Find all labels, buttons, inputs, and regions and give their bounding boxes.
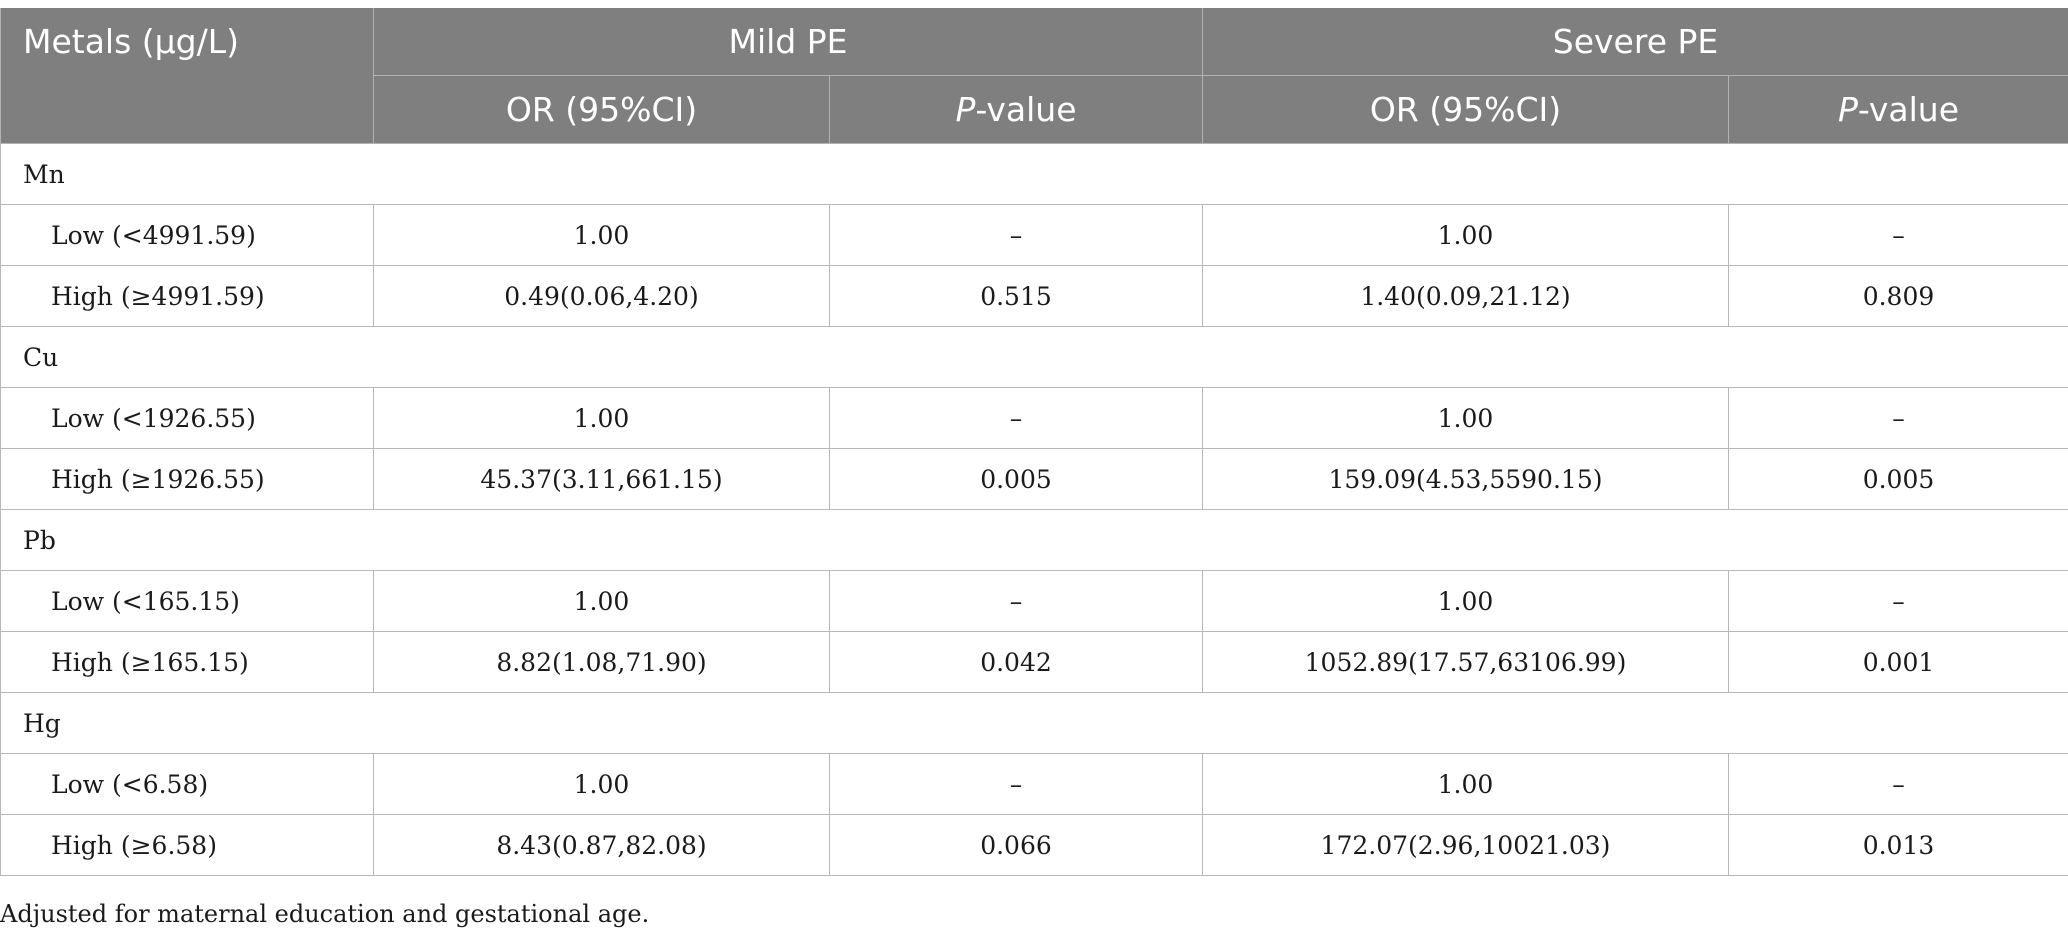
mild-or-cell: 1.00 [373,753,830,815]
severe-or-cell: 1.00 [1202,204,1729,266]
group-row-hg: Hg [0,692,2068,754]
mild-p-cell: 0.066 [829,814,1203,876]
mild-or-cell: 0.49(0.06,4.20) [373,265,830,327]
severe-or-cell: 1.00 [1202,570,1729,632]
table-body: Mn Low (<4991.59) 1.00 – 1.00 – High (≥4… [0,143,2068,876]
severe-p-cell: – [1728,204,2068,266]
header-mild-pe: Mild PE [373,8,1203,76]
row-label: Low (<165.15) [0,570,374,632]
mild-or-cell: 8.43(0.87,82.08) [373,814,830,876]
severe-p-cell: – [1728,570,2068,632]
mild-or-cell: 45.37(3.11,661.15) [373,448,830,510]
mild-p-cell: – [829,204,1203,266]
p-italic: P [955,90,976,129]
header-mild-or: OR (95%CI) [373,75,830,144]
row-label: High (≥4991.59) [0,265,374,327]
severe-or-cell: 1.40(0.09,21.12) [1202,265,1729,327]
severe-or-cell: 1052.89(17.57,63106.99) [1202,631,1729,693]
row-label: Low (<4991.59) [0,204,374,266]
p-italic: P [1837,90,1858,129]
row-label: High (≥6.58) [0,814,374,876]
severe-or-cell: 1.00 [1202,387,1729,449]
table-header: Metals (μg/L) Mild PE Severe PE OR (95%C… [0,8,2068,144]
p-suffix: -value [975,90,1077,129]
severe-p-cell: 0.013 [1728,814,2068,876]
header-severe-or: OR (95%CI) [1202,75,1729,144]
severe-p-cell: 0.005 [1728,448,2068,510]
row-label: Low (<1926.55) [0,387,374,449]
table-row: High (≥165.15) 8.82(1.08,71.90) 0.042 10… [0,631,2068,693]
group-label: Cu [0,326,2068,388]
severe-p-cell: – [1728,387,2068,449]
table-row: High (≥1926.55) 45.37(3.11,661.15) 0.005… [0,448,2068,510]
mild-p-cell: – [829,570,1203,632]
row-label: Low (<6.58) [0,753,374,815]
table-footnote: Adjusted for maternal education and gest… [0,900,650,928]
mild-or-cell: 1.00 [373,570,830,632]
group-row-cu: Cu [0,326,2068,388]
header-metals: Metals (μg/L) [0,8,374,144]
severe-or-cell: 159.09(4.53,5590.15) [1202,448,1729,510]
header-severe-pe: Severe PE [1202,8,2068,76]
severe-or-cell: 172.07(2.96,10021.03) [1202,814,1729,876]
mild-p-cell: 0.005 [829,448,1203,510]
header-severe-p: P-value [1728,75,2068,144]
severe-p-cell: 0.809 [1728,265,2068,327]
table-row: High (≥6.58) 8.43(0.87,82.08) 0.066 172.… [0,814,2068,876]
results-table-container: Metals (μg/L) Mild PE Severe PE OR (95%C… [0,8,2068,876]
mild-p-cell: – [829,387,1203,449]
mild-p-cell: 0.515 [829,265,1203,327]
table-row: Low (<4991.59) 1.00 – 1.00 – [0,204,2068,266]
group-label: Mn [0,143,2068,205]
severe-or-cell: 1.00 [1202,753,1729,815]
group-row-mn: Mn [0,143,2068,205]
header-mild-p: P-value [829,75,1203,144]
severe-p-cell: – [1728,753,2068,815]
p-suffix: -value [1857,90,1960,129]
row-label: High (≥1926.55) [0,448,374,510]
mild-p-cell: 0.042 [829,631,1203,693]
mild-or-cell: 1.00 [373,387,830,449]
mild-or-cell: 8.82(1.08,71.90) [373,631,830,693]
group-label: Hg [0,692,2068,754]
table-row: Low (<1926.55) 1.00 – 1.00 – [0,387,2068,449]
row-label: High (≥165.15) [0,631,374,693]
table-row: Low (<165.15) 1.00 – 1.00 – [0,570,2068,632]
table-row: High (≥4991.59) 0.49(0.06,4.20) 0.515 1.… [0,265,2068,327]
group-label: Pb [0,509,2068,571]
table-row: Low (<6.58) 1.00 – 1.00 – [0,753,2068,815]
odds-ratio-table: Metals (μg/L) Mild PE Severe PE OR (95%C… [0,8,2068,876]
mild-p-cell: – [829,753,1203,815]
mild-or-cell: 1.00 [373,204,830,266]
group-row-pb: Pb [0,509,2068,571]
severe-p-cell: 0.001 [1728,631,2068,693]
